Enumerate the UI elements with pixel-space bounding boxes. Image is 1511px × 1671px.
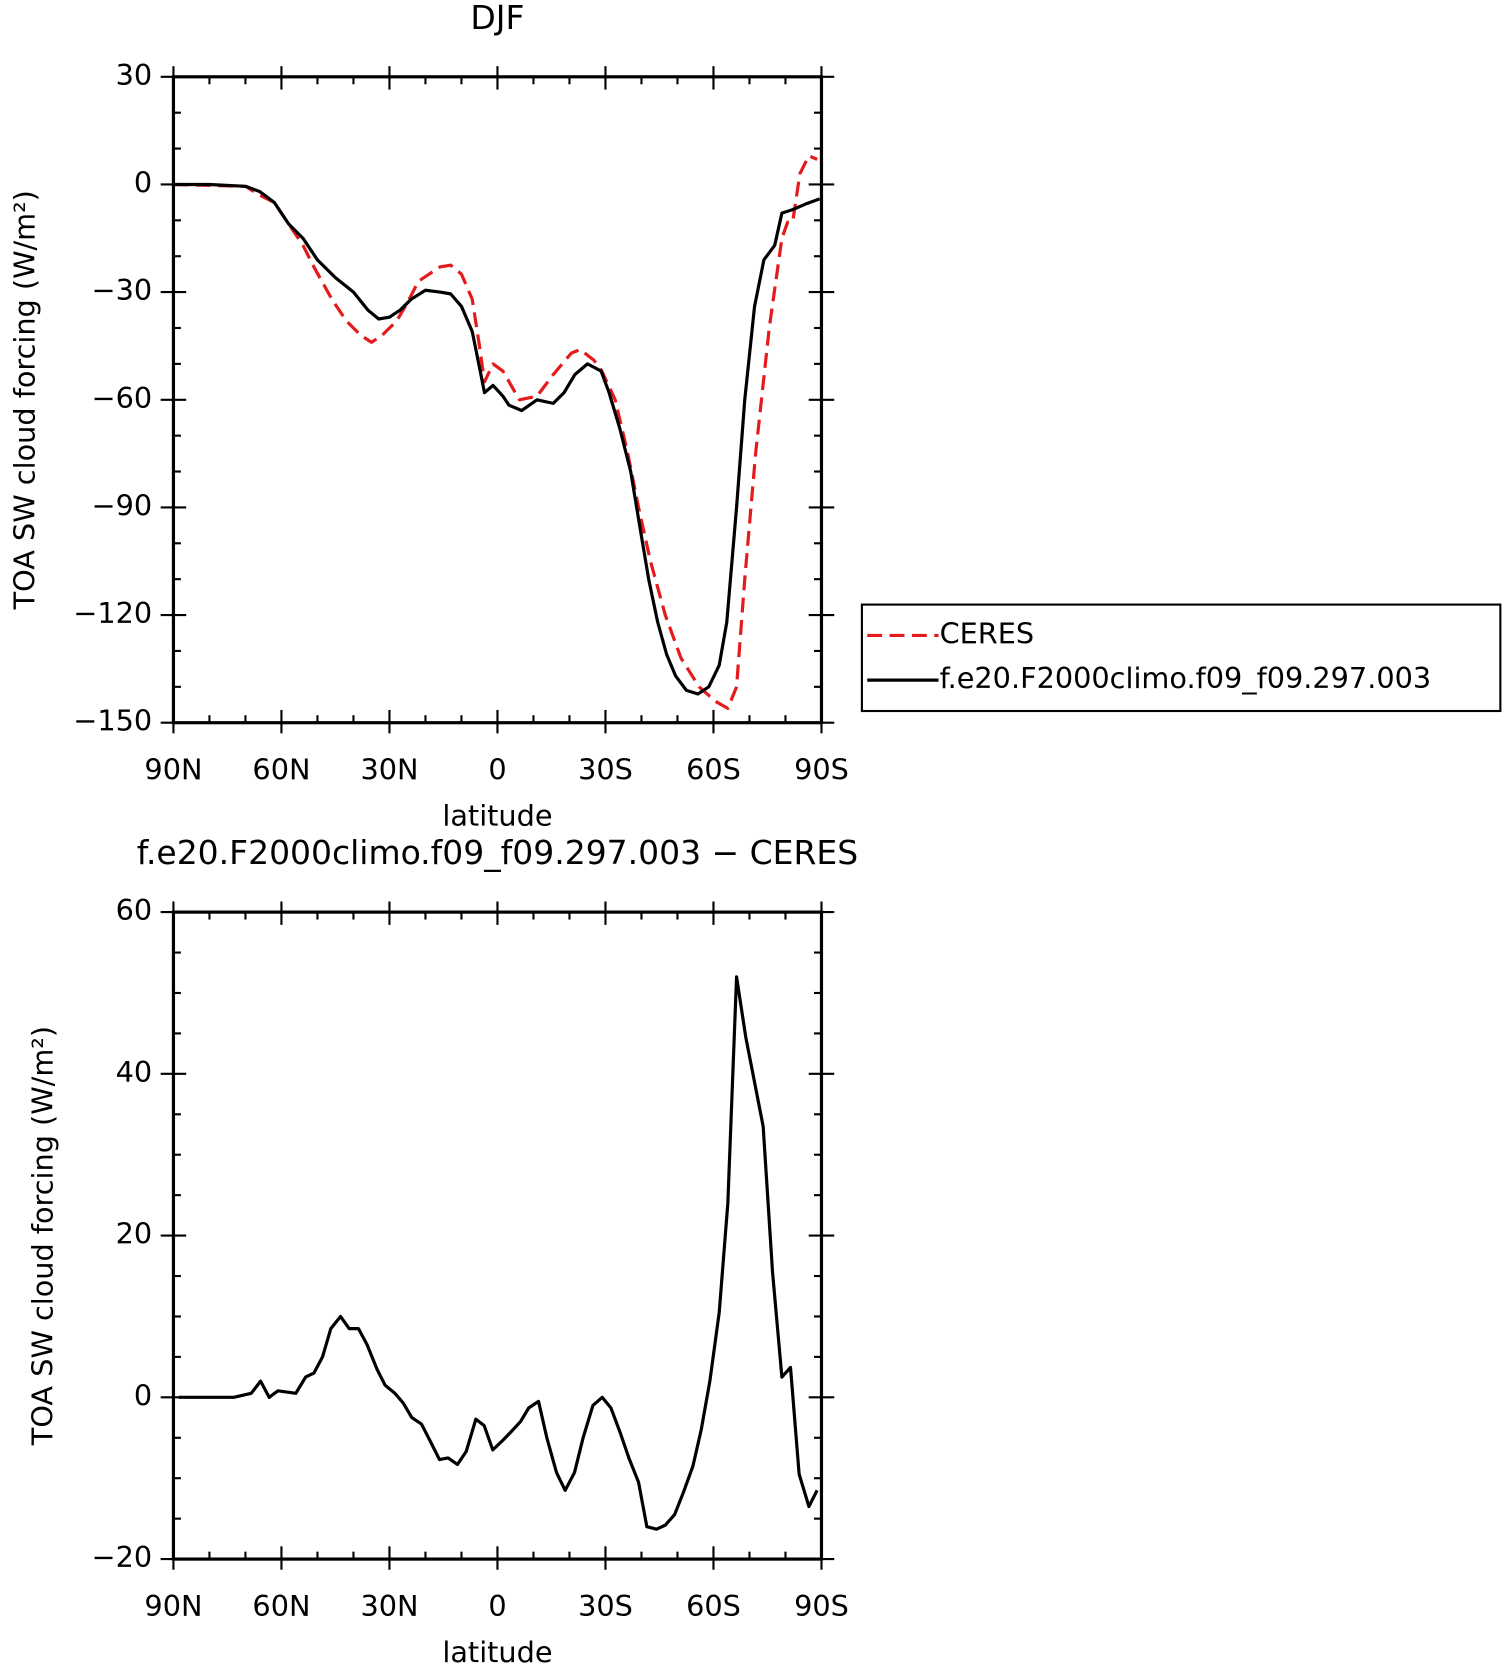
legend-label: f.e20.F2000climo.f09_f09.297.003	[940, 661, 1432, 695]
data-line	[173, 182, 821, 696]
y-tick-label: 0	[134, 1378, 152, 1412]
y-tick-label: 20	[116, 1217, 153, 1251]
chart-title: DJF	[470, 0, 524, 37]
x-tick-label: 90S	[794, 753, 849, 787]
y-tick-label: 60	[116, 893, 153, 927]
chart-title: f.e20.F2000climo.f09_f09.297.003 − CERES	[137, 833, 858, 872]
y-tick-label: 0	[134, 165, 152, 199]
x-tick-label: 60N	[252, 1589, 310, 1623]
x-tick-label: 30S	[578, 1589, 633, 1623]
x-tick-label: 60N	[252, 753, 310, 787]
x-tick-label: 90N	[144, 1589, 202, 1623]
plot-frame	[171, 75, 824, 725]
x-axis-label: latitude	[442, 798, 552, 832]
x-tick-label: 30N	[360, 753, 418, 787]
x-tick-label: 0	[488, 753, 506, 787]
plot-frame	[171, 910, 824, 1561]
legend-label: CERES	[940, 616, 1035, 650]
data-line	[173, 154, 818, 710]
x-tick-label: 90N	[144, 753, 202, 787]
y-axis-label: TOA SW cloud forcing (W/m²)	[26, 1026, 60, 1446]
x-axis-label: latitude	[442, 1635, 552, 1669]
y-tick-label: −30	[92, 273, 153, 307]
y-tick-label: −60	[92, 381, 153, 415]
x-tick-label: 0	[488, 1589, 506, 1623]
x-tick-label: 90S	[794, 1589, 849, 1623]
y-tick-label: 30	[116, 58, 153, 92]
y-tick-label: −20	[92, 1540, 153, 1574]
data-line	[178, 975, 819, 1531]
x-tick-label: 30N	[360, 1589, 418, 1623]
legend-box	[860, 603, 1502, 713]
y-tick-label: −150	[73, 704, 152, 738]
x-tick-label: 60S	[686, 753, 741, 787]
y-tick-label: −90	[92, 488, 153, 522]
x-tick-label: 60S	[686, 1589, 741, 1623]
y-tick-label: 40	[116, 1055, 153, 1089]
y-tick-label: −120	[73, 596, 152, 630]
y-axis-label: TOA SW cloud forcing (W/m²)	[8, 190, 42, 610]
x-tick-label: 30S	[578, 753, 633, 787]
